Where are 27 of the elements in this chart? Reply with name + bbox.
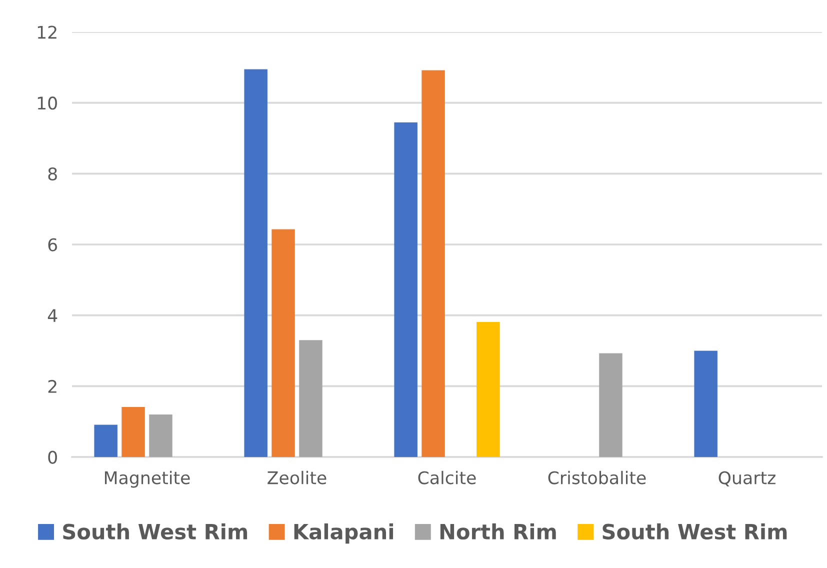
bar bbox=[299, 340, 322, 457]
legend-label: Kalapani bbox=[294, 523, 394, 544]
bar bbox=[394, 122, 418, 457]
legend-label: South West Rim bbox=[602, 523, 787, 540]
bar bbox=[694, 350, 718, 457]
bar bbox=[422, 70, 445, 457]
legend-label: South West Rim bbox=[63, 523, 248, 540]
y-tick-label: 4 bbox=[48, 309, 58, 322]
bar bbox=[94, 424, 118, 457]
bar bbox=[476, 322, 500, 457]
x-tick-label: Quartz bbox=[718, 471, 776, 486]
x-tick-label: Zeolite bbox=[268, 470, 326, 484]
legend-label: North Rim bbox=[440, 523, 556, 540]
y-tick-label: 0 bbox=[48, 450, 57, 464]
y-tick-label: 8 bbox=[48, 167, 57, 181]
y-tick-label: 2 bbox=[48, 380, 56, 393]
x-tick-label: Cristobalite bbox=[548, 470, 646, 484]
y-tick-label: 6 bbox=[48, 238, 58, 252]
bar bbox=[122, 407, 145, 457]
bar bbox=[244, 69, 268, 457]
y-tick-label: 10 bbox=[38, 96, 57, 110]
bar bbox=[599, 353, 622, 457]
y-tick-label: 12 bbox=[38, 26, 56, 39]
bar bbox=[272, 229, 295, 457]
x-tick-label: Calcite bbox=[418, 470, 476, 484]
x-tick-label: Magnetite bbox=[104, 470, 190, 488]
bar bbox=[149, 414, 172, 457]
